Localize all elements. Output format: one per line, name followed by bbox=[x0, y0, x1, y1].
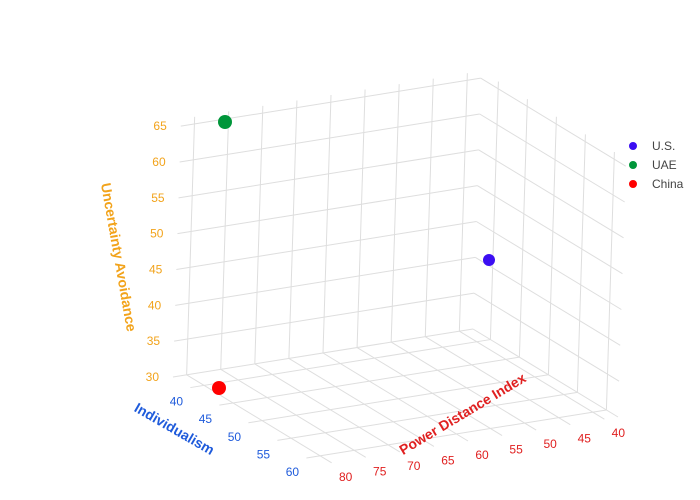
legend-item-china[interactable]: China bbox=[629, 177, 684, 191]
y-tick-label: 70 bbox=[407, 459, 421, 473]
grid-line-y-wall bbox=[390, 84, 400, 343]
grid-line-x-wall bbox=[489, 81, 499, 340]
x-tick-label: 55 bbox=[257, 447, 271, 461]
y-tick-label: 40 bbox=[612, 426, 626, 440]
z-tick-label: 55 bbox=[151, 191, 165, 205]
z-tick-label: 65 bbox=[153, 119, 167, 133]
x-tick-label: 40 bbox=[170, 395, 184, 409]
grid-line-y-wall bbox=[288, 100, 298, 359]
grid-line-x-floor bbox=[219, 356, 520, 406]
legend-marker-china bbox=[629, 180, 637, 188]
y-tick-label: 75 bbox=[373, 464, 387, 478]
grid-line-y-floor bbox=[425, 336, 571, 426]
y-tick-label: 80 bbox=[339, 470, 353, 484]
grid-line-x-floor bbox=[277, 391, 578, 441]
grid-line-x-floor bbox=[190, 339, 491, 389]
legend-marker-us bbox=[629, 142, 637, 150]
y-tick-label: 60 bbox=[475, 448, 489, 462]
legend-label-uae: UAE bbox=[652, 158, 677, 172]
grid-line-z-right bbox=[474, 256, 621, 346]
grid-line-y-floor bbox=[254, 363, 401, 453]
grid-line-z-right bbox=[480, 77, 627, 167]
y-tick-label: 65 bbox=[441, 453, 455, 467]
legend-label-us: U.S. bbox=[652, 139, 675, 153]
z-tick-label: 60 bbox=[152, 155, 166, 169]
legend[interactable]: U.S. UAE China bbox=[629, 139, 684, 191]
z-axis-title: Uncertainty Avoidance bbox=[98, 182, 140, 333]
grid-line-z-right bbox=[473, 292, 620, 382]
z-tick-label: 30 bbox=[146, 370, 160, 384]
grid-line-x-wall bbox=[547, 116, 557, 375]
grid-line-y-wall bbox=[186, 116, 196, 375]
z-tick-label: 50 bbox=[150, 227, 164, 241]
y-tick-label: 45 bbox=[578, 432, 592, 446]
y-tick-label: 50 bbox=[544, 437, 558, 451]
tick-layer: 30 35 40 45 50 55 60 65 40 45 50 55 60 40 45 50 55 60 65 70… bbox=[146, 119, 626, 484]
grid-line-x-floor bbox=[248, 374, 549, 424]
x-tick-label: 50 bbox=[228, 430, 242, 444]
grid-line-y-floor bbox=[459, 330, 605, 420]
grid-line-y-wall bbox=[356, 89, 366, 348]
legend-item-uae[interactable]: UAE bbox=[629, 158, 677, 172]
grid-line-z-right bbox=[472, 328, 619, 418]
grid-line-y-wall bbox=[322, 94, 332, 354]
grid-line-y-wall bbox=[220, 111, 230, 370]
legend-marker-uae bbox=[629, 161, 637, 169]
grid-line-y-floor bbox=[322, 352, 469, 442]
z-tick-label: 40 bbox=[148, 298, 162, 312]
x-tick-label: 45 bbox=[199, 412, 213, 426]
grid-line-y-wall bbox=[254, 105, 264, 364]
grid-line-z-right bbox=[479, 113, 625, 203]
grid-layer bbox=[172, 73, 627, 464]
grid-line-y-floor bbox=[288, 358, 435, 447]
marker-us[interactable] bbox=[483, 254, 495, 266]
grid-line-z-right bbox=[478, 149, 624, 239]
grid-line-x-wall bbox=[576, 134, 586, 393]
grid-line-y-wall bbox=[458, 73, 468, 332]
legend-item-us[interactable]: U.S. bbox=[629, 139, 675, 153]
y-tick-label: 55 bbox=[509, 443, 523, 457]
grid-line-z-right bbox=[477, 185, 623, 275]
grid-line-y-floor bbox=[356, 347, 503, 436]
grid-line-x-floor bbox=[306, 409, 607, 459]
marker-layer bbox=[212, 115, 495, 395]
marker-china[interactable] bbox=[212, 381, 226, 395]
grid-line-x-wall bbox=[605, 151, 615, 410]
grid-line-y-wall bbox=[424, 78, 434, 337]
grid-line-y-floor bbox=[220, 368, 366, 458]
marker-uae[interactable] bbox=[218, 115, 232, 129]
grid-line-x-wall bbox=[518, 99, 528, 358]
x-tick-label: 60 bbox=[286, 465, 300, 479]
grid-line-z-right bbox=[476, 221, 622, 310]
z-tick-label: 45 bbox=[149, 263, 163, 277]
grid-line-y-floor bbox=[186, 374, 332, 464]
grid-line-y-floor bbox=[390, 341, 537, 431]
z-tick-label: 35 bbox=[147, 334, 161, 348]
legend-label-china: China bbox=[652, 177, 684, 191]
